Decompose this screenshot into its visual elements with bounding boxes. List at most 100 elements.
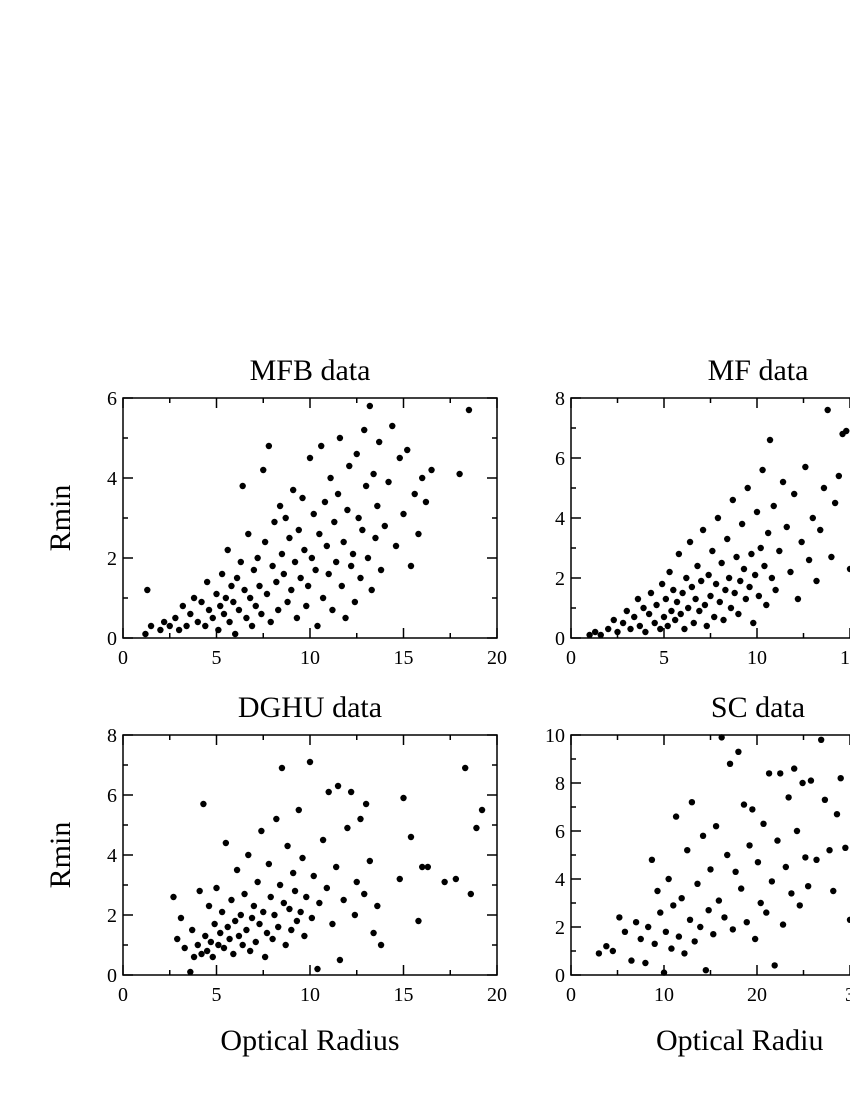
data-point [190, 594, 198, 602]
data-point [757, 544, 764, 552]
data-point [746, 583, 753, 591]
data-point [342, 614, 349, 622]
data-point [226, 618, 233, 626]
data-point [370, 470, 377, 478]
data-point [293, 917, 301, 925]
data-point [205, 902, 213, 910]
data-point [357, 815, 364, 823]
data-point [751, 935, 759, 943]
data-point [344, 824, 351, 832]
data-point [591, 628, 599, 636]
x-tick-label: 20 [487, 984, 507, 1006]
data-point [424, 863, 432, 871]
panel-mf: MF data 0 5 10 15 0 2 4 6 8 [555, 354, 850, 669]
data-point [361, 426, 368, 434]
data-point [213, 884, 220, 892]
x-tick-label: 10 [747, 647, 767, 669]
data-point [677, 610, 684, 618]
x-tick-label: 3 [845, 984, 850, 1006]
data-point [263, 590, 271, 598]
data-point [662, 928, 670, 935]
panel-title: MF data [708, 354, 809, 387]
data-point [709, 547, 716, 555]
data-point [207, 938, 215, 946]
x-tick-label: 0 [566, 984, 576, 1006]
data-point [684, 604, 692, 612]
data-point [603, 943, 610, 950]
data-point [763, 601, 770, 609]
data-point [714, 514, 722, 522]
data-point [217, 602, 224, 610]
data-point [681, 625, 688, 633]
data-point [673, 598, 681, 606]
data-point [441, 878, 448, 886]
data-point [144, 586, 151, 594]
data-point [190, 953, 198, 961]
data-point [301, 546, 308, 554]
data-point [658, 580, 666, 588]
data-point [621, 928, 629, 935]
data-point [267, 893, 274, 901]
data-point [755, 592, 763, 600]
data-point [411, 490, 418, 498]
data-point [729, 926, 737, 933]
plot-frame [122, 397, 498, 639]
data-point [686, 538, 694, 546]
y-tick-label: 2 [107, 548, 117, 570]
data-point [250, 566, 258, 574]
data-point [749, 806, 756, 813]
data-point [731, 589, 738, 597]
data-point [241, 586, 248, 594]
data-point [623, 607, 630, 615]
data-point [280, 899, 288, 907]
data-point [346, 462, 353, 470]
data-point [683, 574, 690, 582]
data-point [218, 570, 226, 578]
data-point [705, 907, 712, 914]
data-point [802, 854, 809, 861]
data-point [805, 556, 813, 564]
data-point [188, 926, 196, 934]
data-point [310, 510, 317, 518]
data-point [308, 914, 316, 922]
data-point [344, 506, 351, 514]
data-point [248, 622, 256, 630]
data-point [289, 869, 297, 877]
data-point [209, 953, 216, 961]
data-point [256, 582, 263, 590]
data-point [748, 550, 755, 558]
data-point [331, 518, 338, 526]
y-tick-label: 2 [555, 917, 565, 939]
data-point [323, 542, 331, 550]
data-point [267, 618, 274, 626]
data-point [831, 499, 839, 507]
y-tick-label: 10 [545, 725, 565, 747]
data-point [631, 613, 638, 621]
data-point [763, 909, 770, 916]
data-point [222, 839, 230, 847]
data-point [205, 606, 213, 614]
data-point [261, 953, 269, 961]
data-point [712, 580, 720, 588]
plot-frame [570, 397, 850, 639]
data-point [303, 893, 310, 901]
data-point [648, 856, 656, 863]
data-point [771, 962, 778, 969]
data-point [230, 598, 237, 606]
data-point [314, 622, 321, 630]
x-tick-label: 20 [747, 984, 767, 1006]
x-tick-label: 0 [118, 984, 128, 1006]
data-point [289, 486, 297, 494]
data-point [407, 833, 415, 841]
data-point [793, 827, 801, 835]
data-point [668, 945, 675, 952]
y-tick-label: 6 [555, 821, 565, 843]
data-point [250, 902, 258, 910]
x-tick-label: 15 [394, 984, 414, 1006]
x-tick-label: 0 [118, 647, 128, 669]
data-point [837, 775, 844, 782]
data-point [692, 595, 699, 603]
data-point [282, 514, 289, 522]
data-point [586, 631, 593, 639]
data-point [284, 598, 291, 606]
